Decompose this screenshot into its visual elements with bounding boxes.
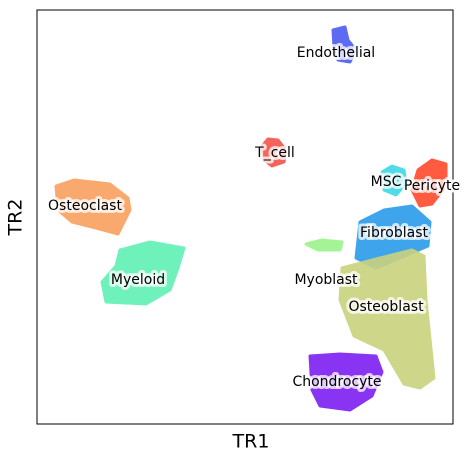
clusters — [54, 25, 448, 412]
cluster-label: Chondrocyte — [292, 374, 381, 390]
cluster-label: Myeloid — [111, 272, 165, 288]
cluster-label: Myoblast — [294, 272, 358, 288]
cluster-label: Endothelial — [297, 45, 375, 61]
cluster-blob — [308, 352, 384, 412]
y-axis-label: TR2 — [5, 199, 27, 237]
cluster-label: Osteoblast — [348, 299, 424, 315]
cluster-blob — [331, 25, 358, 64]
cluster-blob — [100, 240, 186, 306]
cluster-label: Fibroblast — [360, 225, 428, 241]
cluster-label: Osteoclast — [48, 198, 122, 214]
cluster-blob — [338, 248, 436, 390]
cluster-label: T_cell — [254, 145, 295, 161]
cluster-blob — [304, 238, 344, 252]
plot-frame — [36, 9, 454, 425]
cluster-labels: Endothelial T_cell MSC Pericyte Osteoclast Fi… — [45, 42, 463, 393]
cluster-blob — [410, 158, 448, 208]
cluster-blob — [54, 178, 132, 236]
cluster-blob — [380, 164, 408, 197]
cluster-label: MSC — [371, 174, 402, 190]
cluster-blob — [260, 137, 288, 168]
x-axis-label: TR1 — [232, 431, 270, 453]
cluster-label: Pericyte — [404, 178, 460, 194]
